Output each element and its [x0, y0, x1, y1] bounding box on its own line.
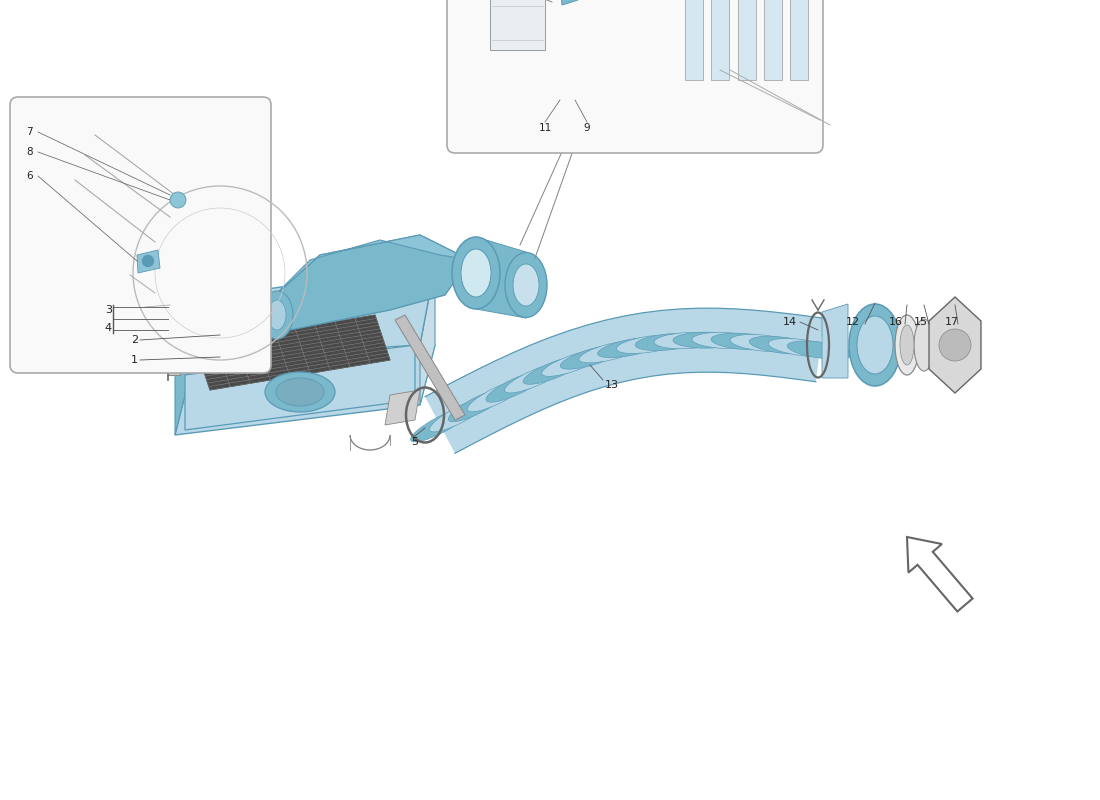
Polygon shape — [908, 537, 972, 611]
Text: 16: 16 — [889, 317, 903, 327]
Polygon shape — [270, 235, 470, 300]
Ellipse shape — [265, 372, 336, 412]
Polygon shape — [476, 237, 526, 318]
Ellipse shape — [849, 304, 901, 386]
Bar — [737, 0, 756, 80]
Polygon shape — [490, 0, 544, 50]
Text: 5: 5 — [411, 437, 418, 447]
Bar — [790, 0, 808, 80]
Circle shape — [170, 192, 186, 208]
Ellipse shape — [524, 356, 585, 384]
Polygon shape — [420, 265, 434, 405]
Text: 7: 7 — [26, 127, 33, 137]
Polygon shape — [558, 0, 578, 5]
Text: 9: 9 — [584, 123, 591, 133]
Text: 6: 6 — [26, 171, 33, 181]
Polygon shape — [175, 300, 190, 435]
Ellipse shape — [673, 332, 739, 348]
Text: 2: 2 — [131, 335, 138, 345]
Polygon shape — [168, 300, 180, 375]
Ellipse shape — [541, 350, 604, 376]
Ellipse shape — [768, 338, 834, 357]
Ellipse shape — [895, 315, 918, 375]
Ellipse shape — [616, 335, 682, 354]
Ellipse shape — [410, 408, 470, 442]
Polygon shape — [425, 308, 824, 454]
Ellipse shape — [452, 237, 500, 309]
Ellipse shape — [654, 333, 720, 349]
Ellipse shape — [560, 345, 624, 369]
Circle shape — [939, 329, 971, 361]
Bar — [763, 0, 782, 80]
Ellipse shape — [635, 334, 701, 350]
Text: 1: 1 — [131, 355, 138, 365]
FancyBboxPatch shape — [447, 0, 823, 153]
Ellipse shape — [268, 300, 286, 330]
Ellipse shape — [711, 333, 777, 350]
Text: 13: 13 — [605, 380, 619, 390]
Text: 14: 14 — [783, 317, 798, 327]
Ellipse shape — [505, 253, 547, 318]
Text: 11: 11 — [538, 123, 551, 133]
Ellipse shape — [513, 264, 539, 306]
Ellipse shape — [486, 370, 546, 402]
Bar — [712, 0, 729, 80]
Ellipse shape — [730, 334, 796, 352]
Ellipse shape — [579, 341, 644, 363]
Ellipse shape — [468, 379, 527, 412]
Text: 17: 17 — [945, 317, 959, 327]
Polygon shape — [175, 345, 434, 435]
Text: 3: 3 — [104, 305, 112, 315]
Polygon shape — [138, 250, 160, 273]
Ellipse shape — [692, 332, 758, 349]
Ellipse shape — [449, 389, 507, 422]
Polygon shape — [385, 390, 420, 425]
Text: 12: 12 — [846, 317, 860, 327]
Ellipse shape — [914, 319, 934, 371]
FancyBboxPatch shape — [10, 97, 271, 373]
Ellipse shape — [261, 291, 293, 339]
Polygon shape — [270, 235, 470, 330]
Ellipse shape — [505, 363, 565, 393]
Bar — [685, 0, 703, 80]
Text: 4: 4 — [104, 323, 112, 333]
Polygon shape — [175, 265, 434, 360]
Polygon shape — [185, 345, 415, 430]
Polygon shape — [930, 297, 981, 393]
Ellipse shape — [597, 338, 662, 358]
Ellipse shape — [857, 316, 893, 374]
Text: 8: 8 — [26, 147, 33, 157]
Text: 15: 15 — [914, 317, 928, 327]
Polygon shape — [195, 315, 390, 390]
Polygon shape — [395, 315, 465, 420]
Ellipse shape — [900, 325, 914, 365]
Polygon shape — [822, 304, 848, 378]
Ellipse shape — [749, 336, 815, 354]
Ellipse shape — [276, 378, 324, 406]
Ellipse shape — [788, 341, 853, 359]
Circle shape — [142, 255, 154, 267]
Ellipse shape — [429, 398, 488, 432]
Ellipse shape — [461, 249, 491, 297]
